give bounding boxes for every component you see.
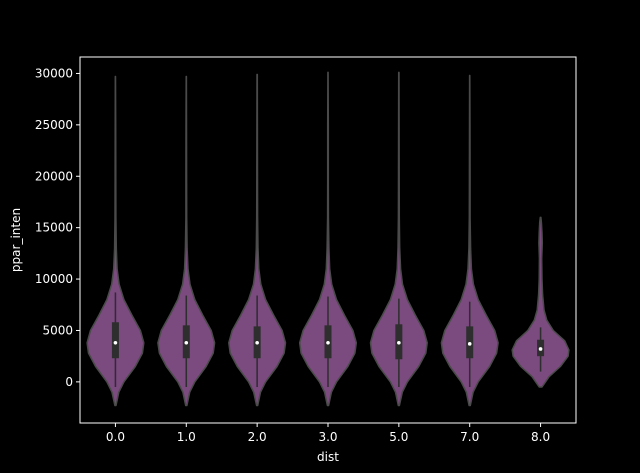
x-tick-label: 8.0 bbox=[531, 430, 550, 444]
violin-median bbox=[184, 341, 189, 345]
y-axis-ticks: 0 5000 10000 15000 20000 25000 30000 bbox=[35, 66, 80, 389]
violin-median bbox=[538, 347, 543, 351]
violin-median bbox=[113, 341, 118, 345]
violin-body bbox=[511, 216, 570, 388]
y-tick-label: 0 bbox=[65, 375, 73, 389]
violin-body bbox=[440, 74, 499, 407]
violin-median bbox=[255, 341, 259, 345]
violin-body bbox=[298, 71, 358, 407]
violin-median bbox=[467, 342, 472, 346]
x-tick-label: 5.0 bbox=[389, 430, 408, 444]
x-tick-label: 3.0 bbox=[318, 430, 337, 444]
violin-median bbox=[326, 341, 330, 345]
violin-iqr-box bbox=[111, 322, 119, 359]
violin-body bbox=[228, 73, 287, 407]
x-axis-ticks: 0.0 1.0 2.0 3.0 5.0 7.0 8.0 bbox=[106, 423, 550, 444]
x-tick-label: 0.0 bbox=[106, 430, 125, 444]
violin-body bbox=[157, 75, 216, 407]
x-tick-label: 2.0 bbox=[248, 430, 267, 444]
violin-body bbox=[369, 71, 428, 407]
y-axis-label: ppar_inten bbox=[9, 208, 23, 272]
x-axis-label: dist bbox=[317, 450, 339, 464]
y-tick-label: 10000 bbox=[35, 272, 73, 286]
y-tick-label: 30000 bbox=[35, 66, 73, 80]
y-tick-label: 25000 bbox=[35, 118, 73, 132]
violin-median bbox=[397, 341, 401, 345]
y-tick-label: 15000 bbox=[35, 221, 73, 235]
y-tick-label: 20000 bbox=[35, 169, 73, 183]
y-tick-label: 5000 bbox=[42, 323, 73, 337]
x-tick-label: 7.0 bbox=[460, 430, 479, 444]
violin-body bbox=[86, 75, 145, 407]
violins-group bbox=[86, 71, 570, 407]
x-tick-label: 1.0 bbox=[177, 430, 196, 444]
